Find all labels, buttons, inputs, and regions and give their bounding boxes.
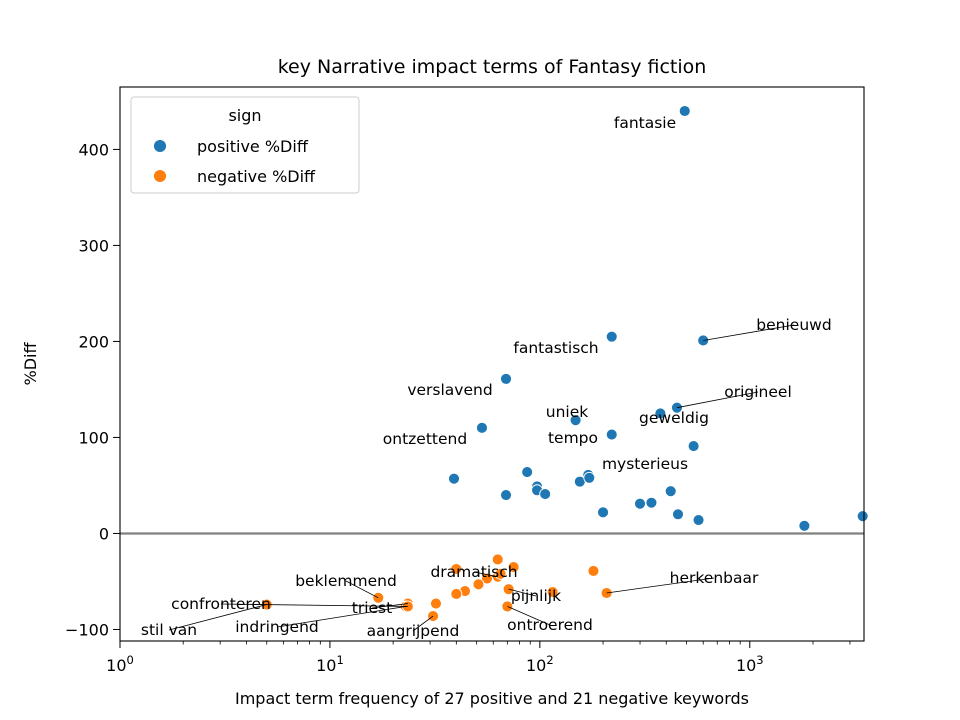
positive-point [645, 496, 658, 509]
y-tick-label: −100 [65, 620, 109, 639]
y-tick-label: 100 [78, 428, 109, 447]
y-tick-label: 200 [78, 332, 109, 351]
legend-title: sign [228, 106, 261, 125]
label-leader-line [676, 391, 759, 409]
negative-point [494, 567, 507, 580]
y-tick-label: 300 [78, 236, 109, 255]
negative-point [472, 578, 485, 591]
chart-title: key Narrative impact terms of Fantasy fi… [278, 56, 707, 78]
point-label: mysterieus [602, 455, 688, 473]
negative-point [491, 553, 504, 566]
point-label: indringend [235, 618, 319, 636]
negative-point [450, 588, 463, 600]
positive-point [664, 485, 677, 498]
plot-area: 100 101 102 103 −100 0 100 200 300 400 fantasie ben… [65, 86, 869, 675]
label-leader-line [703, 324, 795, 341]
negative-point [450, 563, 463, 575]
point-label: dramatisch [430, 563, 517, 581]
point-label: aangrijpend [367, 622, 460, 640]
y-axis-title: %Diff [21, 342, 40, 386]
point-label: herkenbaar [670, 569, 759, 587]
x-tick-label: 100 [106, 653, 134, 675]
positive-point [605, 330, 618, 343]
legend-marker [153, 139, 167, 153]
positive-point [605, 428, 618, 441]
point-label: ontroerend [507, 616, 593, 634]
positive-point [569, 414, 582, 427]
point-label: pijnlijk [511, 587, 561, 605]
label-leader-line [220, 603, 408, 607]
legend-label: negative %Diff [197, 167, 316, 186]
axes-frame [119, 86, 865, 642]
x-axis-title: Impact term frequency of 27 positive and… [235, 689, 749, 708]
label-leader-line [371, 603, 408, 609]
positive-point [672, 508, 684, 521]
point-label: triest [352, 599, 392, 617]
label-leader-line [412, 615, 434, 632]
positive-point [798, 519, 811, 532]
positive-point [521, 466, 534, 478]
point-label: verslavend [407, 381, 492, 399]
label-leader-line [473, 571, 498, 578]
point-label: beklemmend [295, 572, 397, 590]
point-label: confronteren [171, 595, 271, 613]
positive-point [476, 421, 488, 434]
label-leader-line [168, 604, 267, 631]
legend: sign positive %Diff negative %Diff [130, 96, 360, 194]
point-label: tempo [548, 429, 598, 447]
point-label: ontzettend [383, 430, 467, 448]
positive-point [678, 105, 691, 117]
label-leader-line [507, 606, 551, 626]
x-tick-label: 102 [526, 653, 554, 675]
point-label: uniek [546, 403, 588, 421]
point-label: fantastisch [513, 339, 598, 357]
positive-point [500, 489, 512, 502]
point-label: stil van [141, 621, 197, 639]
negative-point [481, 572, 493, 585]
positive-point [634, 497, 646, 510]
positive-point [539, 488, 552, 501]
legend-marker [153, 169, 167, 183]
x-tick-label: 101 [316, 653, 344, 675]
legend-label: positive %Diff [197, 137, 309, 156]
negative-point [587, 564, 600, 577]
x-tick-label: 103 [736, 653, 764, 675]
positive-point [692, 514, 705, 526]
point-label: origineel [724, 383, 792, 401]
y-tick-label: 0 [99, 524, 109, 543]
positive-point [583, 471, 596, 484]
positive-point [597, 506, 610, 519]
label-leader-line [508, 588, 537, 597]
positive-point [687, 440, 700, 453]
negative-point [546, 586, 559, 598]
label-leader-line [345, 580, 379, 599]
positive-point [500, 372, 512, 385]
positive-point [448, 472, 460, 485]
label-leader-line [276, 606, 406, 628]
negative-point [507, 561, 520, 574]
positive-point [856, 510, 869, 523]
point-label: geweldig [639, 409, 709, 427]
point-label: benieuwd [756, 316, 831, 334]
y-tick-label: 400 [78, 140, 109, 159]
label-leader-line [606, 577, 715, 594]
legend-box [130, 96, 360, 194]
positive-point [654, 407, 667, 420]
point-label: fantasie [614, 114, 676, 132]
negative-point [430, 597, 442, 610]
